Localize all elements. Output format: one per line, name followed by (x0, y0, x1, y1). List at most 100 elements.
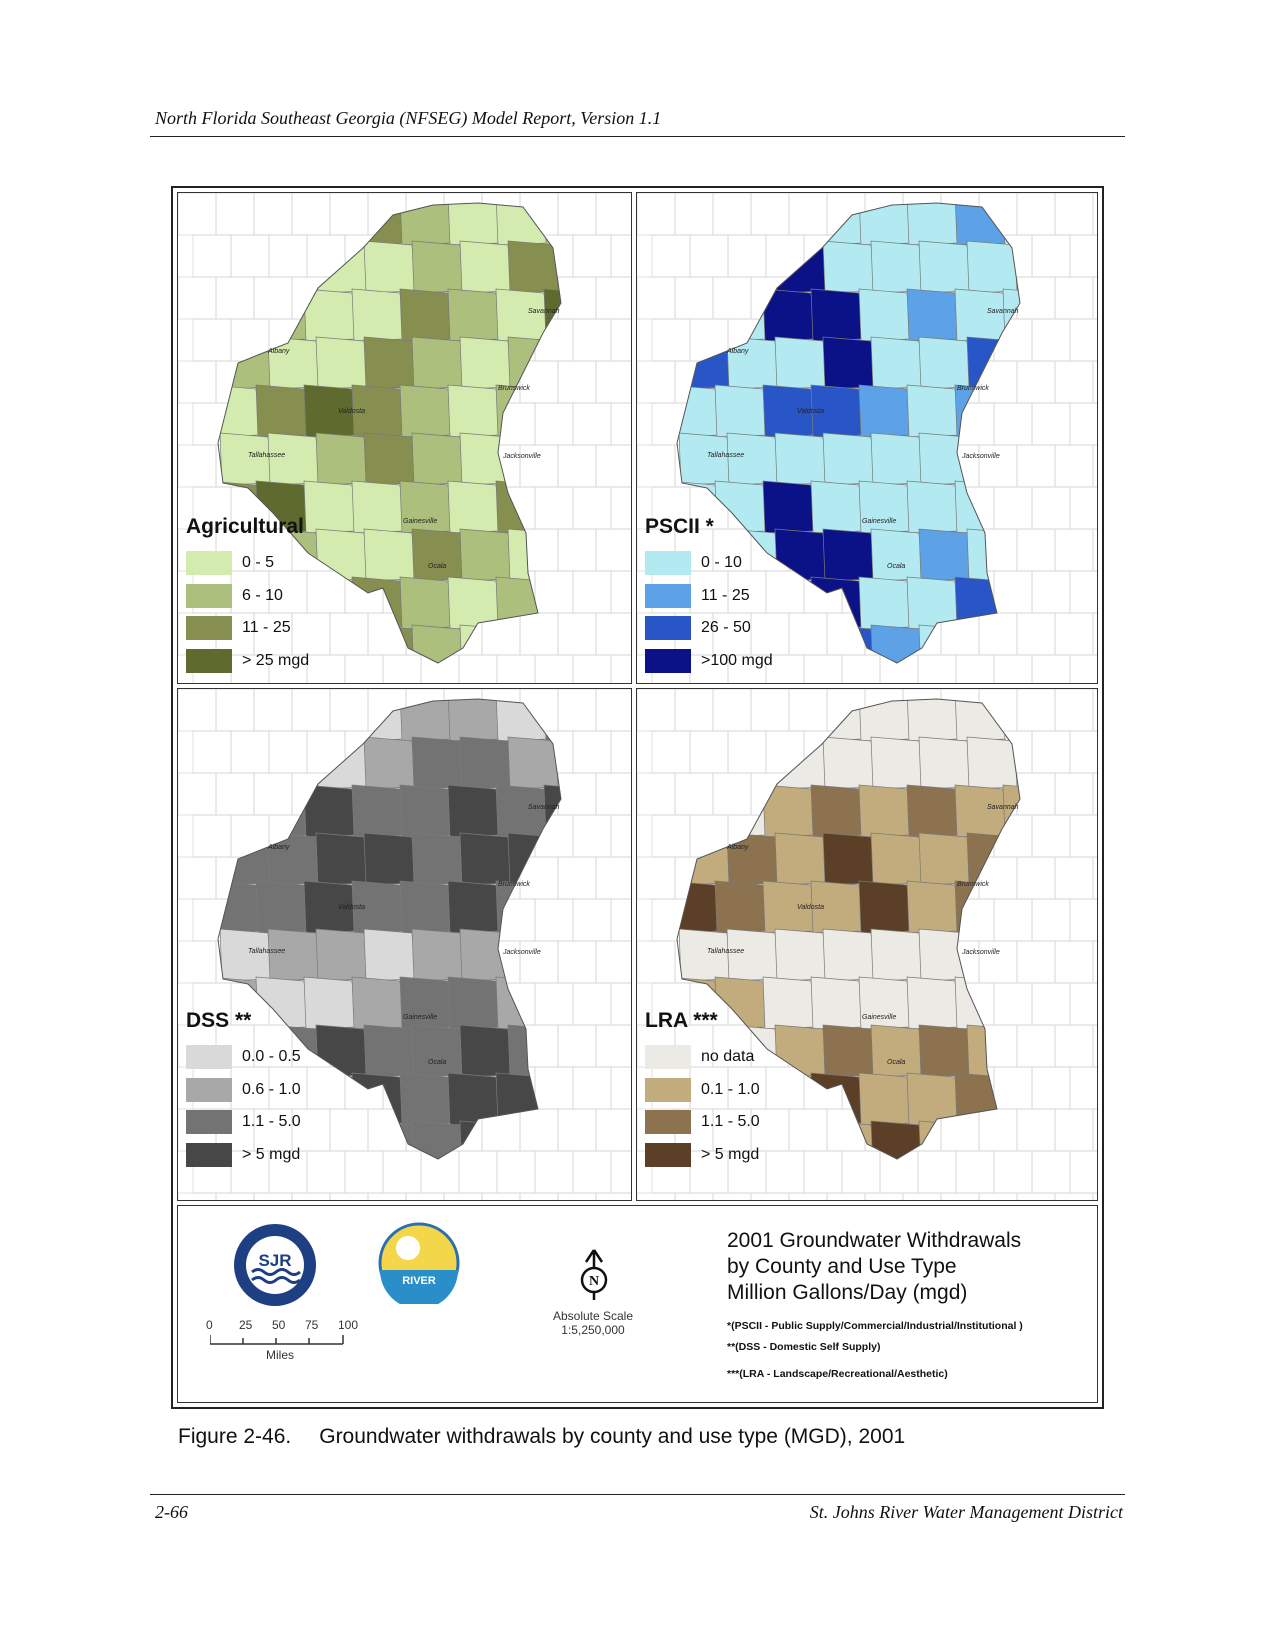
county-shape (555, 928, 561, 982)
county-shape (495, 699, 549, 742)
legend-label: 0.1 - 1.0 (701, 1080, 760, 1098)
county-shape (399, 784, 453, 838)
county-shape (459, 624, 513, 663)
county-shape (351, 203, 405, 246)
city-label: Valdosta (797, 408, 824, 415)
county-shape (810, 288, 864, 342)
county-shape (411, 528, 465, 582)
svg-text:N: N (589, 1274, 599, 1289)
county-shape (411, 1120, 465, 1159)
scale-unit: Miles (266, 1348, 295, 1362)
county-shape (219, 240, 273, 294)
caption-text: Groundwater withdrawals by county and us… (319, 1425, 906, 1448)
city-label: Brunswick (957, 881, 989, 888)
county-shape (774, 624, 828, 663)
county-shape (822, 624, 876, 663)
county-shape (411, 624, 465, 663)
county-shape (966, 528, 1020, 582)
county-shape (762, 288, 816, 342)
county-shape (447, 288, 501, 342)
county-shape (822, 432, 876, 486)
county-shape (459, 832, 513, 886)
legend-item: > 25 mgd (186, 645, 309, 678)
county-shape (954, 699, 1008, 742)
county-shape (255, 880, 309, 934)
county-shape (363, 336, 417, 390)
county-shape (267, 832, 321, 886)
county-shape (411, 1024, 465, 1078)
county-shape (399, 384, 453, 438)
legend-swatch (186, 1045, 232, 1070)
county-shape (315, 432, 369, 486)
county-shape (714, 384, 768, 438)
city-label: Gainesville (403, 518, 437, 525)
city-label: Brunswick (498, 385, 530, 392)
county-shape (870, 240, 924, 294)
county-shape (810, 1072, 864, 1126)
county-shape (447, 699, 501, 742)
county-shape (858, 784, 912, 838)
county-shape (447, 976, 501, 1030)
map-panel-lra: Savannah Albany Brunswick Valdosta Jacksonvi… (636, 688, 1098, 1201)
map-panel-pscii: Savannah Albany Brunswick Valdosta Jacksonvi… (636, 192, 1098, 684)
county-shape (678, 928, 732, 982)
county-shape (822, 336, 876, 390)
county-shape (267, 736, 321, 790)
county-shape (459, 336, 513, 390)
county-shape (678, 432, 732, 486)
county-shape (543, 784, 561, 838)
county-shape (315, 528, 369, 582)
county-shape (363, 624, 417, 663)
footer-rule (150, 1494, 1125, 1495)
legend-label: > 5 mgd (701, 1145, 760, 1163)
county-shape (726, 336, 780, 390)
county-shape (447, 480, 501, 534)
county-shape (555, 832, 561, 886)
county-shape (459, 528, 513, 582)
legend-item: 0.0 - 0.5 (186, 1041, 301, 1074)
county-shape (219, 832, 273, 886)
info-title-line-3: Million Gallons/Day (mgd) (727, 1281, 968, 1304)
scale-tick-label: 0 (206, 1318, 213, 1332)
county-shape (726, 432, 780, 486)
county-shape (495, 203, 549, 246)
county-shape (507, 240, 561, 294)
county-shape (1002, 699, 1020, 742)
county-shape (714, 880, 768, 934)
county-shape (495, 288, 549, 342)
legend-item: no data (645, 1041, 760, 1074)
county-shape (858, 480, 912, 534)
county-shape (1014, 832, 1020, 886)
caption-number: Figure 2-46. (178, 1425, 292, 1448)
city-label: Brunswick (957, 385, 989, 392)
county-shape (810, 203, 864, 246)
county-shape (1014, 528, 1020, 582)
county-shape (507, 736, 561, 790)
map-legend: LRA *** no data 0.1 - 1.0 1.1 - 5.0 > 5 mgd (645, 1009, 760, 1171)
legend-swatch (186, 1142, 232, 1167)
county-shape (954, 784, 1008, 838)
scale-ratio: 1:5,250,000 (561, 1323, 625, 1337)
county-shape (399, 576, 453, 630)
county-shape (399, 880, 453, 934)
legend-swatch (645, 583, 691, 608)
county-shape (543, 288, 561, 342)
county-shape (555, 432, 561, 486)
county-shape (714, 699, 768, 742)
legend-swatch (186, 648, 232, 673)
county-shape (219, 928, 273, 982)
city-label: Savannah (528, 308, 560, 315)
county-shape (870, 832, 924, 886)
county-shape (555, 624, 561, 663)
legend-label: > 25 mgd (242, 651, 310, 669)
legend-item: 0 - 10 (645, 547, 773, 580)
county-shape (870, 1024, 924, 1078)
legend-label: 11 - 25 (242, 619, 291, 637)
county-shape (411, 240, 465, 294)
svg-text:SJR: SJR (258, 1251, 291, 1270)
county-shape (918, 624, 972, 663)
county-shape (507, 624, 561, 663)
city-label: Tallahassee (707, 948, 744, 955)
county-shape (822, 736, 876, 790)
city-label: Gainesville (862, 1014, 896, 1021)
